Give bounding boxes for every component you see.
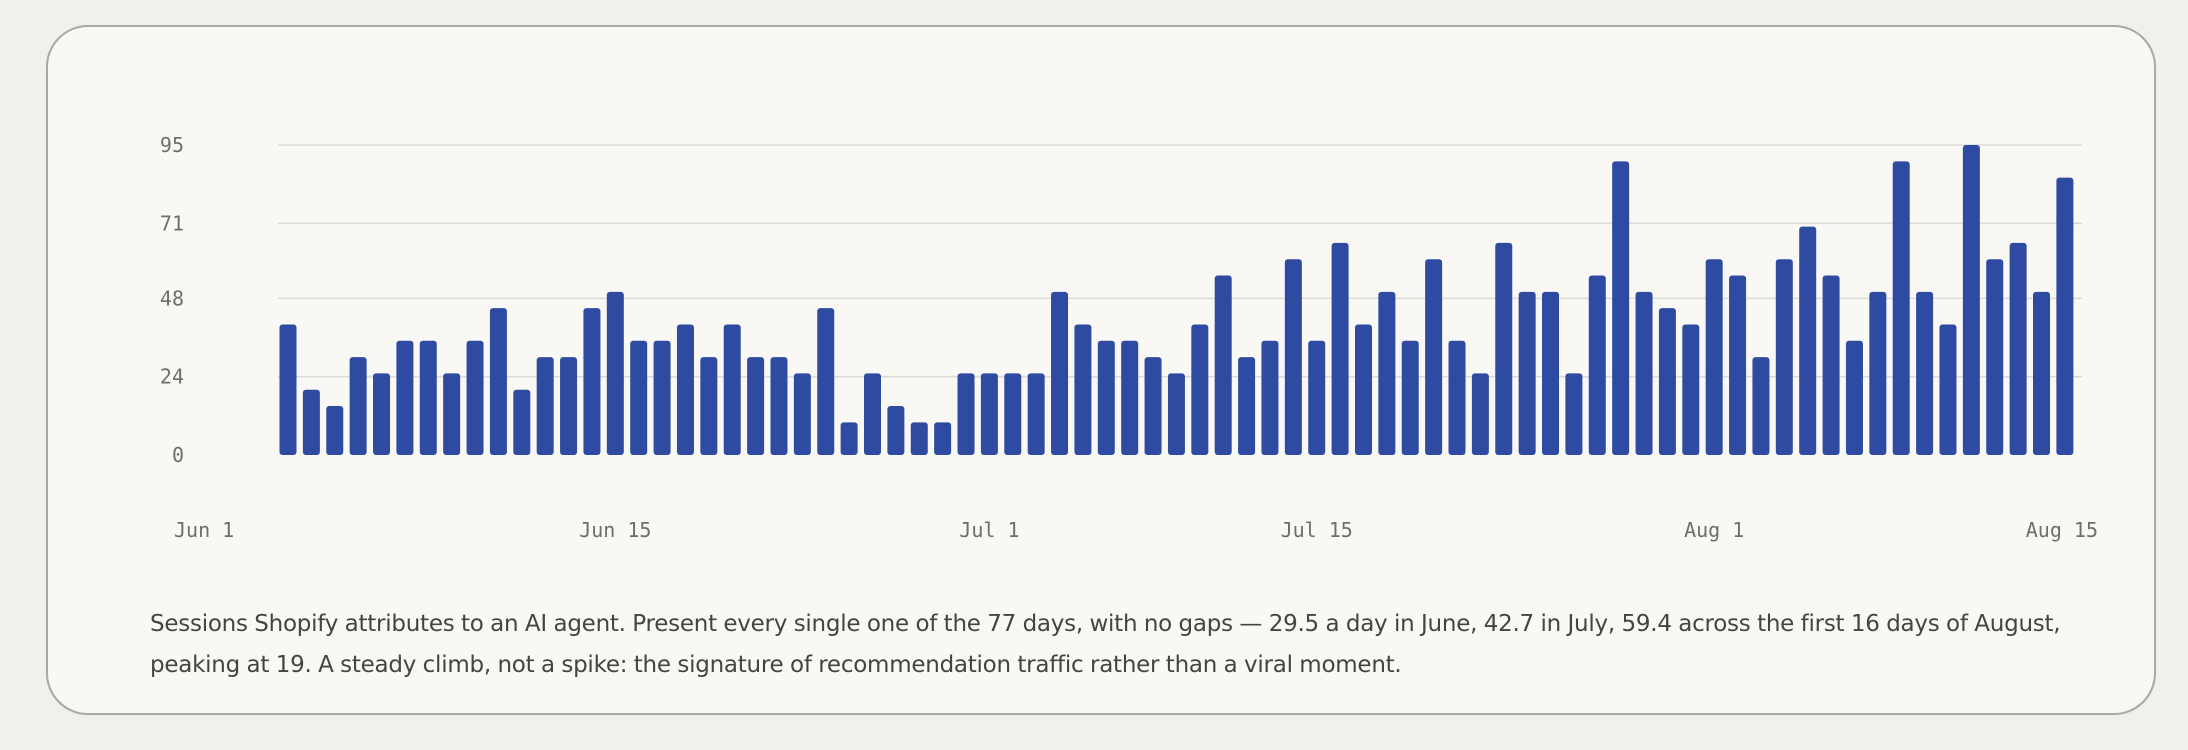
x-axis-ticks: Jun 1 Jun 15 Jul 1 Jul 15 Aug 1 Aug 15 <box>174 518 2098 542</box>
x-tick-label: Jul 1 <box>959 518 1019 542</box>
bar: 2025-06-02: 20 <box>302 389 320 455</box>
chart-caption: Sessions Shopify attributes to an AI age… <box>150 611 2061 678</box>
bar: 2025-08-06: 55 <box>1822 275 1840 455</box>
bar: 2025-06-28: 10 <box>910 422 928 455</box>
bar: 2025-06-22: 30 <box>770 357 788 455</box>
bar: 2025-07-03: 25 <box>1027 373 1045 455</box>
bar: 2025-07-05: 40 <box>1074 324 1092 455</box>
y-axis-ticks: 0 24 48 71 95 <box>160 133 184 467</box>
bar: 2025-07-18: 50 <box>1378 291 1396 455</box>
bar: 2025-06-17: 35 <box>653 340 671 455</box>
bar: 2025-07-23: 65 <box>1495 242 1513 455</box>
bar: 2025-07-14: 60 <box>1284 259 1302 455</box>
bar: 2025-06-21: 30 <box>747 357 765 455</box>
bar: 2025-06-11: 20 <box>513 389 531 455</box>
bar: 2025-06-25: 10 <box>840 422 858 455</box>
bar: 2025-07-13: 35 <box>1261 340 1279 455</box>
bar: 2025-06-03: 15 <box>326 406 344 455</box>
bar: 2025-08-02: 55 <box>1729 275 1747 455</box>
bar: 2025-08-12: 95 <box>1962 145 1980 455</box>
y-tick-label: 95 <box>160 133 184 157</box>
bar: 2025-06-09: 35 <box>466 340 484 455</box>
bar: 2025-08-15: 50 <box>2033 291 2050 455</box>
bar: 2025-07-30: 45 <box>1658 308 1676 455</box>
bar: 2025-06-06: 35 <box>396 340 414 455</box>
bar: 2025-06-04: 30 <box>349 357 367 455</box>
bar: 2025-08-07: 35 <box>1845 340 1863 455</box>
bar: 2025-08-13: 60 <box>1986 259 2004 455</box>
bar: 2025-07-15: 35 <box>1308 340 1326 455</box>
bar: 2025-08-01: 60 <box>1705 259 1723 455</box>
bar: 2025-06-20: 40 <box>723 324 741 455</box>
bar: 2025-07-17: 40 <box>1354 324 1372 455</box>
bar: 2025-06-16: 35 <box>630 340 648 455</box>
bar: 2025-07-27: 55 <box>1588 275 1606 455</box>
x-tick-label: Jun 1 <box>174 518 234 542</box>
bar: 2025-07-09: 25 <box>1167 373 1185 455</box>
y-tick-label: 24 <box>160 365 184 389</box>
bar: 2025-07-06: 35 <box>1097 340 1115 455</box>
bar: 2025-06-08: 25 <box>443 373 461 455</box>
bar: 2025-06-23: 25 <box>793 373 811 455</box>
bars: 2025-06-01: 40 2025-06-02: 20 2025-06-03: … <box>279 145 2074 455</box>
bar: 2025-06-12: 30 <box>536 357 554 455</box>
bar: 2025-07-11: 55 <box>1214 275 1232 455</box>
y-tick-label: 0 <box>172 443 184 467</box>
bar: 2025-08-08: 50 <box>1869 291 1887 455</box>
bar: 2025-06-19: 30 <box>700 357 718 455</box>
bar: 2025-06-14: 45 <box>583 308 601 455</box>
bar: 2025-07-02: 25 <box>1004 373 1022 455</box>
bar: 2025-08-10: 50 <box>1916 291 1934 455</box>
bar: 2025-06-27: 15 <box>887 406 905 455</box>
bar: 2025-07-24: 50 <box>1518 291 1536 455</box>
x-tick-label: Aug 1 <box>1684 518 1744 542</box>
bar: 2025-07-12: 30 <box>1238 357 1256 455</box>
x-tick-label: Jun 15 <box>579 518 651 542</box>
bar: 2025-08-16: 85 <box>2056 177 2074 455</box>
y-tick-label: 71 <box>160 211 184 235</box>
bar: 2025-07-22: 25 <box>1471 373 1489 455</box>
bar: 2025-08-14: 65 <box>2009 242 2027 455</box>
y-tick-label: 48 <box>160 286 184 310</box>
bar: 2025-08-05: 70 <box>1799 226 1817 455</box>
bar: 2025-06-13: 30 <box>560 357 578 455</box>
bar: 2025-08-11: 40 <box>1939 324 1957 455</box>
bar: 2025-07-01: 25 <box>980 373 998 455</box>
bar: 2025-06-01: 40 <box>279 324 297 455</box>
bar: 2025-08-04: 60 <box>1775 259 1793 455</box>
bar: 2025-06-29: 10 <box>934 422 952 455</box>
bar: 2025-06-15: 50 <box>606 291 624 455</box>
bar: 2025-07-31: 40 <box>1682 324 1700 455</box>
bar: 2025-06-30: 25 <box>957 373 975 455</box>
bar: 2025-07-29: 50 <box>1635 291 1653 455</box>
bar: 2025-07-19: 35 <box>1401 340 1419 455</box>
bar: 2025-07-20: 60 <box>1425 259 1443 455</box>
bar: 2025-07-16: 65 <box>1331 242 1349 455</box>
bar: 2025-08-03: 30 <box>1752 357 1770 455</box>
bar: 2025-07-21: 35 <box>1448 340 1466 455</box>
bar: 2025-07-04: 50 <box>1051 291 1069 455</box>
bar: 2025-07-28: 90 <box>1612 161 1630 455</box>
bar: 2025-06-05: 25 <box>373 373 391 455</box>
bar: 2025-07-26: 25 <box>1565 373 1583 455</box>
x-tick-label: Aug 15 <box>2026 518 2098 542</box>
bar: 2025-08-09: 90 <box>1892 161 1910 455</box>
bar: 2025-06-26: 25 <box>864 373 881 455</box>
bar: 2025-06-24: 45 <box>817 308 835 455</box>
bar: 2025-07-07: 35 <box>1121 340 1139 455</box>
bar: 2025-06-18: 40 <box>676 324 694 455</box>
bar: 2025-07-08: 30 <box>1144 357 1162 455</box>
bar: 2025-07-10: 40 <box>1191 324 1209 455</box>
x-tick-label: Jul 15 <box>1281 518 1353 542</box>
bar: 2025-06-07: 35 <box>419 340 437 455</box>
bar: 2025-07-25: 50 <box>1542 291 1560 455</box>
bar: 2025-06-10: 45 <box>489 308 507 455</box>
